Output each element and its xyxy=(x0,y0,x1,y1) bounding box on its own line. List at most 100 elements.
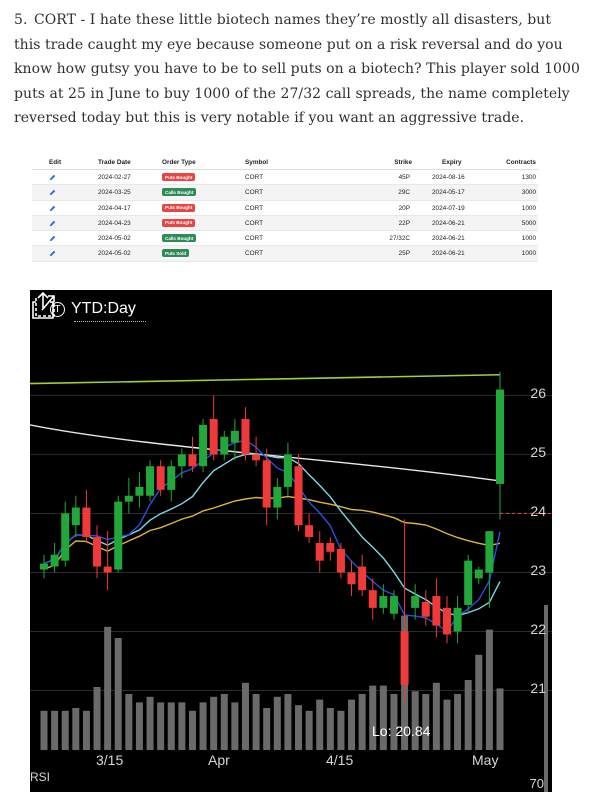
x-tick-label: Apr xyxy=(208,752,230,768)
volume-bar xyxy=(337,710,345,750)
order-type-badge: Calls Bought xyxy=(162,188,197,197)
candle-up xyxy=(496,389,504,484)
volume-bar xyxy=(464,680,472,750)
list-number: 5. xyxy=(14,12,28,28)
edit-pencil-icon[interactable] xyxy=(49,205,56,214)
volume-bar xyxy=(114,638,122,750)
volume-bar xyxy=(295,705,303,750)
ma-slow-line xyxy=(43,495,501,570)
volume-bar xyxy=(61,710,69,750)
candle-up xyxy=(167,466,176,490)
timeframe-label: YTD:Day xyxy=(71,300,136,317)
rsi-bar xyxy=(544,605,548,792)
chart-title[interactable]: T YTD:Day xyxy=(50,300,136,318)
edit-pencil-icon[interactable] xyxy=(49,189,56,198)
candle-up xyxy=(453,607,462,632)
order-type-cell: Calls Bought xyxy=(162,234,197,243)
volume-bar xyxy=(220,694,228,750)
expand-icon[interactable] xyxy=(30,290,58,320)
strike-cell: 45P xyxy=(398,174,410,181)
expiry-cell: 2024-07-19 xyxy=(432,204,465,212)
x-tick-label: 4/15 xyxy=(326,752,354,768)
header-symbol: Symbol xyxy=(245,159,269,166)
contracts-cell: 1000 xyxy=(521,250,536,258)
table-row: 2024-05-02 Puts Sold CORT 25P 2024-06-21 1000 xyxy=(32,246,538,262)
edit-pencil-icon[interactable] xyxy=(49,174,56,183)
candle-down xyxy=(442,607,451,635)
y-tick-label: 21 xyxy=(530,680,546,697)
candle-down xyxy=(358,566,367,591)
header-strike: Strike xyxy=(394,159,412,166)
volume-bar xyxy=(273,696,281,750)
edit-pencil-icon[interactable] xyxy=(49,220,56,229)
candle-up xyxy=(40,563,48,570)
volume-bar xyxy=(485,629,493,750)
volume-bar xyxy=(390,694,398,750)
volume-bar xyxy=(326,708,334,750)
volume-bar xyxy=(316,699,324,750)
y-tick-label: 25 xyxy=(530,444,546,461)
order-type-cell: Calls Bought xyxy=(162,188,197,197)
candle-down xyxy=(241,419,250,455)
candle-up xyxy=(411,596,420,608)
volume-bar xyxy=(157,702,165,750)
candle-up xyxy=(114,501,123,570)
contracts-cell: 1300 xyxy=(521,174,536,181)
table-row: 2024-04-17 Puts Bought CORT 20P 2024-07-19 10… xyxy=(32,201,538,216)
volume-bar xyxy=(305,710,313,750)
volume-bar xyxy=(422,694,430,750)
symbol-cell: CORT xyxy=(245,204,263,212)
expiry-cell: 2024-08-16 xyxy=(432,174,465,181)
y-tick-label: 23 xyxy=(530,562,546,579)
candle-up xyxy=(273,486,282,508)
edit-pencil-icon[interactable] xyxy=(49,250,56,259)
volume-bar xyxy=(252,694,260,750)
candle-up xyxy=(283,454,292,487)
strike-cell: 25P xyxy=(398,250,410,258)
candle-down xyxy=(315,542,324,561)
volume-bar xyxy=(104,626,112,750)
header-contracts: Contracts xyxy=(506,159,536,166)
ma-long-line xyxy=(30,373,501,385)
trade-date-cell: 2024-05-02 xyxy=(98,250,131,258)
symbol-cell: CORT xyxy=(245,235,263,243)
strike-cell: 29C xyxy=(398,189,410,197)
rsi-level-label: 70 xyxy=(529,776,544,791)
symbol-cell: CORT xyxy=(245,250,263,258)
candle-down xyxy=(368,590,377,608)
volume-bar xyxy=(358,694,366,750)
strike-cell: 20P xyxy=(398,204,410,212)
volume-bar xyxy=(188,710,196,750)
candle-down xyxy=(262,460,271,508)
y-tick-label: 26 xyxy=(530,385,546,402)
symbol-cell: CORT xyxy=(245,189,263,197)
expiry-cell: 2024-06-21 xyxy=(432,219,465,227)
trade-date-cell: 2024-04-17 xyxy=(98,204,131,212)
x-tick-label: 3/15 xyxy=(96,752,124,768)
trade-date-cell: 2024-02-27 xyxy=(98,174,131,181)
volume-bar xyxy=(443,699,451,750)
candle-down xyxy=(252,454,261,461)
chart-canvas xyxy=(30,371,552,792)
candle-down xyxy=(294,466,303,526)
contracts-cell: 1000 xyxy=(521,235,536,243)
candle-down xyxy=(82,507,91,538)
rsi-label: RSI xyxy=(30,770,51,784)
contracts-cell: 3000 xyxy=(521,189,536,197)
candle-up xyxy=(146,466,155,496)
price-chart[interactable]: T YTD:Day Lo: 20.84 RSI 70 26 25 24 23 22 21 … xyxy=(30,290,552,792)
candle-up xyxy=(71,507,80,526)
volume-bar xyxy=(199,702,207,750)
low-price-label: Lo: 20.84 xyxy=(372,723,431,739)
volume-bar xyxy=(72,708,80,750)
volume-bar xyxy=(167,702,175,750)
candle-down xyxy=(305,525,314,538)
candle-down xyxy=(432,596,441,626)
volume-bar xyxy=(379,685,387,750)
edit-pencil-icon[interactable] xyxy=(49,235,56,244)
candle-up xyxy=(199,424,208,467)
share-icon[interactable] xyxy=(30,290,56,320)
candle-up xyxy=(474,569,483,579)
title-underline xyxy=(74,321,146,322)
y-tick-label: 24 xyxy=(530,503,546,520)
